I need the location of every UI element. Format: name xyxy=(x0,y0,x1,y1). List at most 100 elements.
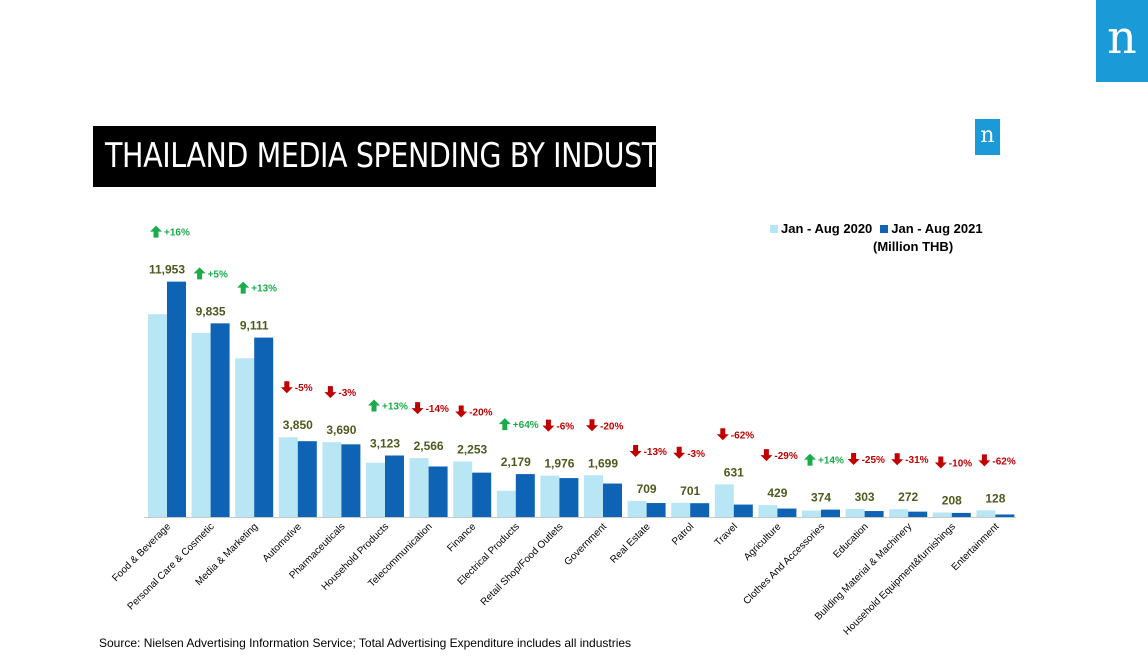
legend-swatch-2020 xyxy=(770,225,778,233)
value-label: 3,850 xyxy=(283,418,313,432)
arrow-down-icon xyxy=(673,446,686,459)
value-label: 2,179 xyxy=(501,455,531,469)
bar-2020 xyxy=(453,461,473,517)
arrow-down-icon xyxy=(542,419,555,432)
value-label: 11,953 xyxy=(149,263,185,277)
legend-label-2021: Jan - Aug 2021 xyxy=(891,221,983,236)
legend-item-2020: Jan - Aug 2020 xyxy=(770,220,872,238)
bar-2020 xyxy=(671,502,691,517)
bar-2021 xyxy=(254,337,274,517)
arrow-down-icon xyxy=(324,386,337,399)
bar-2021 xyxy=(603,483,622,517)
category-label: Finance xyxy=(445,521,478,554)
arrow-down-icon xyxy=(629,444,642,457)
value-label: 1,699 xyxy=(588,456,618,470)
chart-title: THAILAND MEDIA SPENDING BY INDUSTRY xyxy=(105,136,656,176)
value-label: 303 xyxy=(855,490,875,504)
change-label: -6% xyxy=(556,422,574,433)
category-label: Clothes And Accessories xyxy=(742,521,828,607)
arrow-up-icon xyxy=(150,225,162,238)
bar-2020 xyxy=(976,510,996,517)
arrow-down-icon xyxy=(847,453,860,466)
value-label: 3,690 xyxy=(326,423,356,437)
bar-2020 xyxy=(496,490,516,517)
bar-2021 xyxy=(559,478,579,517)
arrow-down-icon xyxy=(760,449,773,462)
bar-2021 xyxy=(167,281,186,517)
bar-2020 xyxy=(235,358,255,517)
bar-2021 xyxy=(690,503,710,517)
logo-letter: n xyxy=(1107,10,1137,64)
legend-swatch-2021 xyxy=(880,225,889,233)
change-label: -20% xyxy=(600,421,623,432)
category-label: Retail Shop/Food Outlets xyxy=(479,521,566,608)
bar-2020 xyxy=(278,437,298,517)
change-label: -3% xyxy=(338,388,356,399)
category-label: Education xyxy=(831,521,870,560)
bar-2021 xyxy=(646,503,666,517)
category-label: Agriculture xyxy=(742,521,784,563)
change-label: +14% xyxy=(818,456,844,467)
nielsen-logo-small: n xyxy=(975,119,1000,155)
bar-2020 xyxy=(584,475,603,517)
change-label: +5% xyxy=(208,269,228,280)
bar-2020 xyxy=(889,509,909,517)
category-label: Real Estate xyxy=(608,521,653,566)
change-label: +13% xyxy=(251,284,277,295)
legend-label-2020: Jan - Aug 2020 xyxy=(781,221,873,236)
bar-2020 xyxy=(714,484,734,517)
change-label: -62% xyxy=(731,430,754,441)
source-note: Source: Nielsen Advertising Information … xyxy=(99,636,632,650)
bar-2020 xyxy=(802,510,821,517)
change-label: +13% xyxy=(382,402,408,413)
category-label: Automotive xyxy=(261,521,304,564)
bar-2020 xyxy=(845,509,865,517)
value-label: 631 xyxy=(724,465,744,479)
bar-2020 xyxy=(409,458,429,517)
value-label: 272 xyxy=(898,490,918,504)
arrow-up-icon xyxy=(237,281,250,294)
change-label: -5% xyxy=(295,383,313,394)
arrow-up-icon xyxy=(804,453,816,466)
bar-2021 xyxy=(297,441,317,517)
arrow-up-icon xyxy=(368,399,380,412)
arrow-down-icon xyxy=(586,419,598,432)
value-label: 2,253 xyxy=(457,442,487,456)
bar-2020 xyxy=(148,314,167,517)
bar-2020 xyxy=(322,442,342,517)
value-label: 9,835 xyxy=(196,304,226,318)
arrow-up-icon xyxy=(498,418,511,431)
bar-2021 xyxy=(428,466,448,517)
arrow-down-icon xyxy=(411,402,424,415)
legend-unit: (Million THB) xyxy=(873,239,954,254)
category-label: Travel xyxy=(713,521,740,548)
change-label: +16% xyxy=(164,228,190,239)
bar-2021 xyxy=(995,514,1015,517)
value-label: 374 xyxy=(811,491,831,505)
arrow-up-icon xyxy=(193,267,206,280)
arrow-down-icon xyxy=(891,453,904,466)
change-label: -20% xyxy=(469,407,492,418)
category-label: Patrol xyxy=(670,521,696,547)
bar-2020 xyxy=(758,505,778,517)
legend-series-row: Jan - Aug 2020 Jan - Aug 2021 xyxy=(770,220,1010,238)
bar-2021 xyxy=(385,455,404,517)
bar-2021 xyxy=(777,508,797,517)
bar-2021 xyxy=(821,509,840,517)
change-label: -62% xyxy=(992,456,1015,467)
value-label: 9,111 xyxy=(240,319,269,333)
bar-2021 xyxy=(864,511,884,517)
change-label: -25% xyxy=(862,455,885,466)
bar-2020 xyxy=(366,462,385,517)
change-label: +64% xyxy=(513,420,539,431)
nielsen-logo-large: n xyxy=(1096,0,1148,82)
arrow-down-icon xyxy=(280,381,293,394)
arrow-down-icon xyxy=(934,456,947,469)
bar-2020 xyxy=(627,500,647,517)
value-label: 208 xyxy=(942,493,962,507)
legend-item-2021: Jan - Aug 2021 xyxy=(880,220,983,238)
change-label: -29% xyxy=(774,451,797,462)
category-label: Personal Care & Cosmetic xyxy=(126,521,217,612)
bar-2021 xyxy=(472,472,492,517)
